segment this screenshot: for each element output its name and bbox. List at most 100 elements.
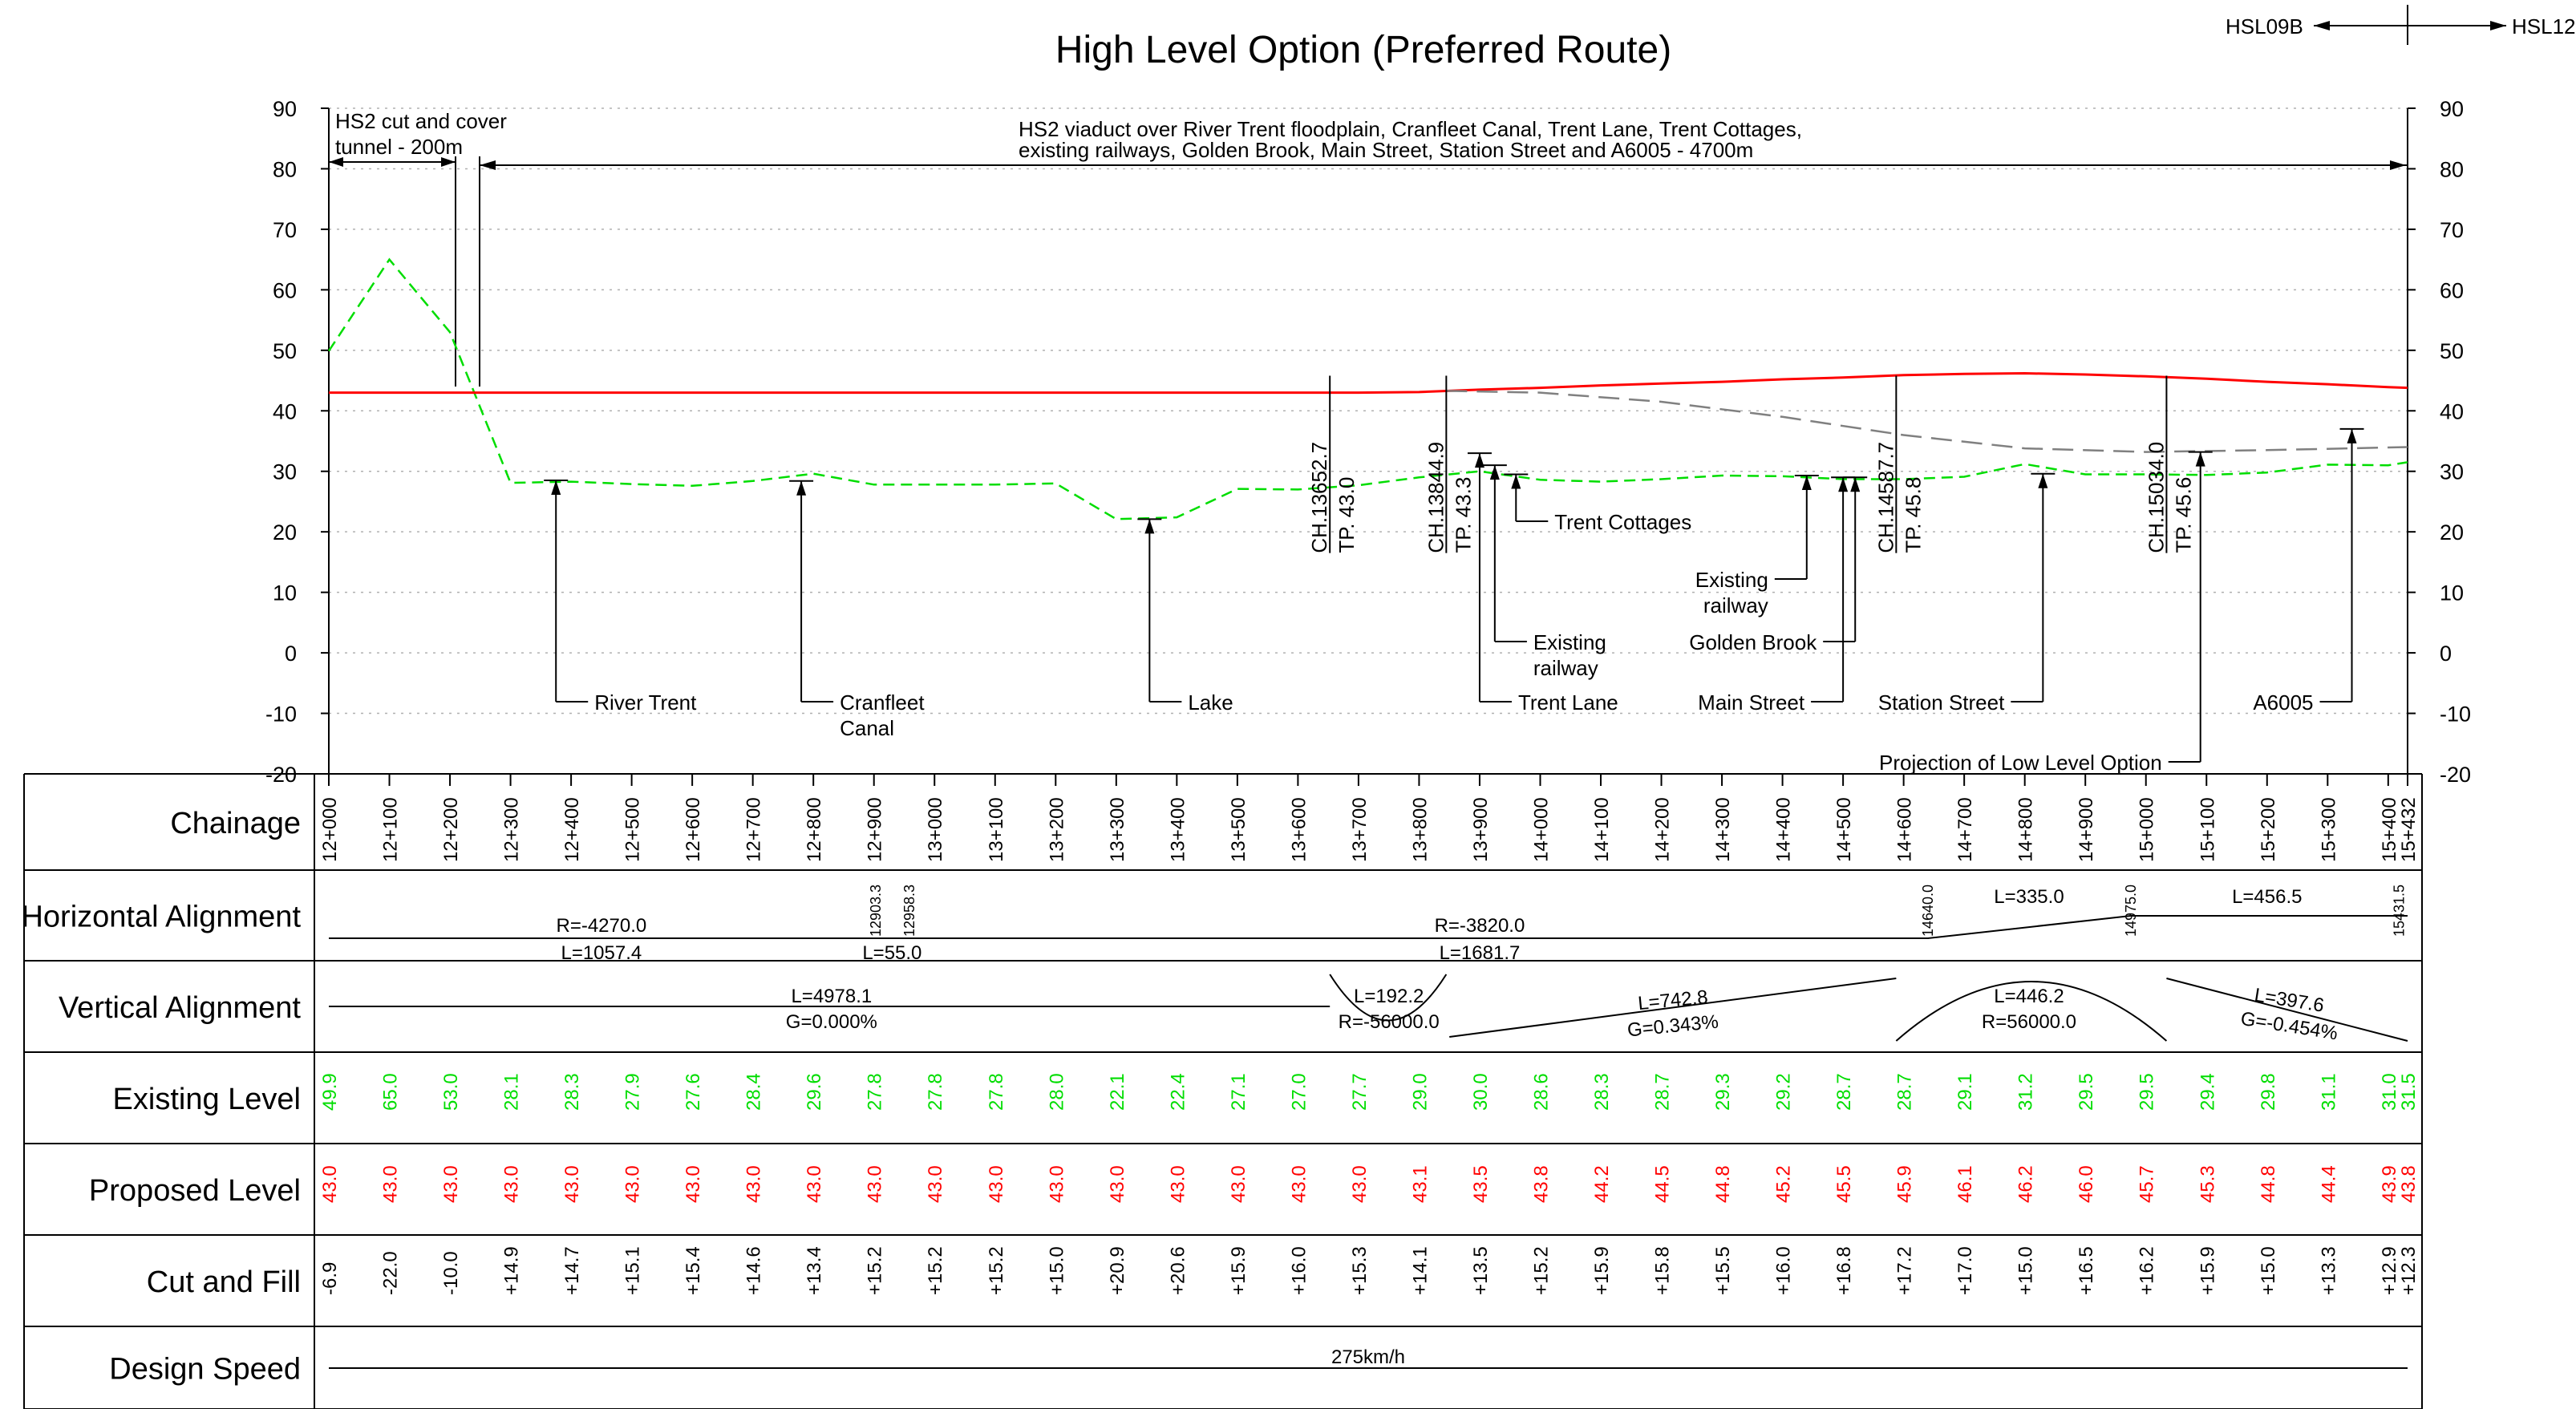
y-tick-label: 60 [273,278,297,302]
cut-fill-value: +13.4 [804,1246,825,1295]
y-tick-label: 20 [273,520,297,545]
vertical-alignment-row: L=4978.1 G=0.000% L=192.2 R=-56000.0 L=742.8… [329,974,2408,1044]
cut-fill-value: +15.9 [2197,1246,2218,1295]
proposed-level-value: 43.9 [2379,1165,2400,1203]
viaduct-arrow-left [480,160,496,170]
feature-label: railway [1533,656,1598,680]
existing-level-value: 28.1 [501,1073,523,1111]
existing-level-value: 65.0 [380,1073,402,1111]
feature-callout: Projection of Low Level Option [1879,451,2213,775]
table-row-labels: Chainage Horizontal Alignment Vertical Ali… [21,807,301,1387]
chainage-label: 14+900 [2076,797,2097,862]
chainage-point-labels: CH.13652.7 TP. 43.0 CH.13844.9 TP. 43.3 CH.1… [1307,375,2195,553]
tp-label: CH.15034.0 [2144,442,2168,553]
halign-radius: R=-4270.0 [556,915,646,937]
valign-grade-up [1449,978,1897,1038]
proposed-level-value: 45.5 [1833,1165,1855,1203]
callout-arrowhead [1474,453,1484,468]
existing-level-value: 28.6 [1530,1073,1552,1111]
callout-arrowhead [1850,477,1861,492]
existing-level-value: 27.6 [682,1073,704,1111]
chainage-label: 12+300 [501,797,523,862]
row-label: Existing Level [113,1083,301,1116]
callout-arrowhead [2195,451,2205,467]
feature-callout: A6005 [2253,427,2364,715]
chainage-label: 14+600 [1894,797,1916,862]
y-tick-label: 80 [273,157,297,181]
y-tick-label: 10 [273,581,297,605]
proposed-level-value: 45.9 [1894,1165,1916,1203]
existing-level-value: 28.3 [561,1073,583,1111]
proposed-level-value: 43.0 [743,1165,765,1203]
halign-length: L=1681.7 [1440,942,1521,964]
row-label: Cut and Fill [147,1265,301,1299]
y-ticks-right: 90 80 70 60 50 40 30 20 10 0 -10 -20 [2408,97,2471,787]
chainage-label: 14+800 [2015,797,2037,862]
halign-length: L=1057.4 [561,942,642,964]
chainage-label: 14+200 [1652,797,1674,862]
cut-fill-value: +16.5 [2076,1246,2097,1295]
feature-label: Trent Cottages [1554,510,1691,534]
feature-callout: Station Street [1878,472,2056,715]
viaduct-arrow-right [2390,160,2406,170]
tunnel-label-line2: tunnel - 200m [335,135,463,159]
row-label: Chainage [170,807,301,840]
viaduct-span: HS2 viaduct over River Trent floodplain,… [479,117,2408,387]
existing-level-value: 31.5 [2398,1073,2420,1111]
valign-radius: R=-56000.0 [1339,1011,1440,1033]
row-label: Design Speed [109,1353,301,1387]
callout-arrowhead [551,480,561,496]
y-tick-label: 40 [2440,399,2464,423]
callout-arrowhead [1801,476,1812,491]
cut-fill-value: +15.2 [986,1246,1007,1295]
design-speed-value: 275km/h [1331,1346,1405,1368]
proposed-level-value: 43.8 [1530,1165,1552,1203]
low-level-projection-line [1446,390,2408,453]
row-label: Proposed Level [89,1174,301,1208]
tp-label: TP. 43.0 [1335,477,1359,553]
tunnel-label-line1: HS2 cut and cover [335,109,507,133]
valign-gradient: G=0.343% [1626,1011,1719,1042]
existing-level-value: 27.7 [1349,1073,1371,1111]
existing-level-value: 29.6 [804,1073,825,1111]
tp-label: TP. 45.6 [2171,477,2195,553]
proposed-level-value: 43.5 [1470,1165,1492,1203]
proposed-level-value: 45.7 [2137,1165,2158,1203]
existing-level-value: 29.5 [2137,1073,2158,1111]
proposed-level-value: 43.0 [1046,1165,1067,1203]
feature-label: railway [1703,593,1768,617]
cut-fill-value: +12.3 [2398,1246,2420,1295]
existing-level-value: 29.4 [2197,1073,2218,1111]
chainage-label: 13+900 [1470,797,1492,862]
valign-radius: R=56000.0 [1982,1011,2076,1033]
existing-level-value: 27.8 [986,1073,1007,1111]
existing-level-value: 29.8 [2258,1073,2279,1111]
chainage-label: 12+100 [380,797,402,862]
proposed-level-value: 43.0 [501,1165,523,1203]
existing-level-value: 29.3 [1712,1073,1734,1111]
sheet-ref-arrow-left [2314,21,2330,30]
feature-label: River Trent [594,690,697,715]
tp-label: CH.13652.7 [1307,442,1331,553]
chainage-label: 12+200 [440,797,462,862]
proposed-level-value: 43.0 [682,1165,704,1203]
table-grid [23,773,2423,1409]
chainage-label: 15+100 [2197,797,2218,862]
proposed-level-value: 43.0 [1228,1165,1250,1203]
proposed-level-value: 44.8 [2258,1165,2279,1203]
feature-label: Main Street [1698,690,1805,715]
halign-line [329,915,2408,939]
existing-level-value: 27.8 [925,1073,946,1111]
proposed-level-value: 43.0 [561,1165,583,1203]
tunnel-span: HS2 cut and cover tunnel - 200m [329,109,507,387]
proposed-level-value: 43.0 [925,1165,946,1203]
profile-plot: 90 80 70 60 50 40 30 20 10 0 -10 -20 90 80 70 60 50 40 30… [265,97,2471,787]
proposed-level-value: 46.2 [2015,1165,2037,1203]
y-tick-label: 80 [2440,157,2464,181]
proposed-level-value: 43.0 [986,1165,1007,1203]
sheet-reference: HSL09B HSL12 [2226,5,2576,45]
halign-length: L=456.5 [2232,886,2302,908]
valign-length: L=4978.1 [791,986,872,1007]
